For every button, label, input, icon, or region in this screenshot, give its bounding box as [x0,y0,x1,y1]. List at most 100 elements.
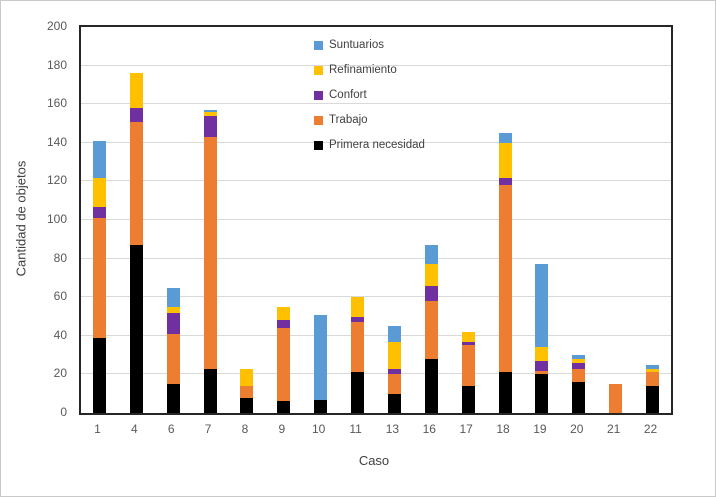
bar-segment-trabajo-caso-9 [277,328,291,402]
bar-segment-primera-necesidad-caso-9 [277,401,291,413]
legend-label: Refinamiento [329,64,397,76]
x-tick-label-13: 13 [385,422,400,436]
bar-segment-confort-caso-16 [424,285,438,302]
bar-segment-trabajo-caso-7 [203,137,217,369]
y-tick-label-200: 200 [46,19,67,33]
bar-slot-caso-17 [450,331,487,413]
bar-segment-trabajo-caso-21 [609,384,623,413]
x-tick-label-21: 21 [607,422,621,436]
x-tick-label-22: 22 [643,422,658,436]
bar-segment-primera-necesidad-caso-6 [166,384,180,413]
bar-segment-trabajo-caso-11 [351,322,365,373]
x-tick-label-17: 17 [459,422,473,436]
bar-segment-confort-caso-20 [572,362,586,369]
bar-segment-trabajo-caso-4 [129,121,143,246]
bar-segment-refinamiento-caso-20 [572,358,586,363]
x-tick-label-7: 7 [204,422,212,436]
y-tick-label-180: 180 [46,57,67,72]
bar-segment-confort-caso-9 [277,320,291,329]
bar-segment-refinamiento-caso-22 [646,368,660,373]
x-axis-title: Caso [358,453,390,468]
bar-segment-confort-caso-6 [166,312,180,334]
bar-slot-caso-16 [413,245,450,413]
legend-swatch-icon [314,115,323,125]
y-tick-label-20: 20 [53,366,67,381]
bar-segment-trabajo-caso-22 [646,372,660,386]
gridline-120 [81,180,671,182]
legend-item-suntuarios: Suntuarios [314,39,425,51]
legend-item-primera-necesidad: Primera necesidad [314,139,425,151]
bar-slot-caso-18 [487,133,524,413]
bar-segment-primera-necesidad-caso-10 [314,399,328,413]
bar-segment-confort-caso-7 [203,115,217,138]
bar-segment-refinamiento-caso-18 [498,142,512,178]
bar-segment-suntuarios-caso-6 [166,287,180,307]
bar-segment-primera-necesidad-caso-4 [129,245,143,413]
bar-segment-trabajo-caso-6 [166,333,180,385]
gridline-180 [81,64,671,66]
bar-segment-confort-caso-19 [535,360,549,371]
bar-slot-caso-9 [265,306,302,413]
x-tick-label-4: 4 [130,422,138,436]
y-axis-tick-labels: 0 20 40 60 80 100 120 140 160 180 200 [29,20,73,418]
gridline-140 [81,141,671,143]
bar-segment-trabajo-caso-13 [387,374,401,394]
stacked-bar-caso-1 [92,140,106,413]
legend-label: Primera necesidad [329,139,425,151]
bar-slot-caso-21 [597,384,634,413]
bar-segment-trabajo-caso-1 [92,218,106,338]
bar-segment-suntuarios-caso-13 [387,326,401,342]
bar-segment-refinamiento-caso-19 [535,347,549,361]
x-tick-label-11: 11 [349,422,362,436]
bar-segment-confort-caso-11 [351,316,365,323]
bar-slot-caso-8 [229,368,266,413]
bar-segment-primera-necesidad-caso-8 [240,397,254,413]
stacked-bar-caso-9 [277,306,291,413]
bar-segment-confort-caso-1 [92,206,106,219]
x-tick-label-8: 8 [241,422,249,436]
stacked-bar-caso-20 [572,355,586,413]
legend-item-confort: Confort [314,89,425,101]
bar-segment-suntuarios-caso-16 [424,245,438,265]
bar-segment-refinamiento-caso-16 [424,264,438,286]
gridline-160 [81,103,671,105]
bar-segment-confort-caso-4 [129,108,143,122]
bar-slot-caso-1 [81,140,118,413]
stacked-bar-caso-21 [609,384,623,413]
bar-segment-suntuarios-caso-10 [314,314,328,400]
gridline-100 [81,219,671,220]
y-tick-label-0: 0 [60,405,67,419]
y-tick-label-80: 80 [53,250,67,265]
bar-segment-primera-necesidad-caso-11 [351,372,365,413]
bar-segment-suntuarios-caso-18 [498,133,512,143]
bar-segment-trabajo-caso-19 [535,370,549,375]
stacked-bar-caso-22 [646,364,660,413]
bar-segment-refinamiento-caso-11 [351,297,365,317]
bar-segment-suntuarios-caso-1 [92,140,106,178]
gridline-20 [81,373,671,375]
gridline-60 [81,296,671,298]
bar-segment-refinamiento-caso-9 [277,306,291,321]
bar-slot-caso-19 [524,264,561,413]
y-tick-label-40: 40 [53,327,67,342]
chart-legend: Suntuarios Refinamiento Confort Trabajo Prim… [314,39,425,164]
bar-segment-suntuarios-caso-20 [572,355,586,359]
x-tick-label-16: 16 [422,422,436,436]
bar-segment-confort-caso-18 [498,177,512,186]
y-tick-label-60: 60 [53,289,67,304]
legend-swatch-icon [314,90,323,100]
x-tick-label-10: 10 [312,422,326,436]
gridline-40 [81,334,671,336]
stacked-bar-caso-6 [166,287,180,413]
legend-item-trabajo: Trabajo [314,114,425,126]
bar-segment-refinamiento-caso-8 [240,368,254,386]
x-axis-tick-labels: 1 4 6 7 8 9 10 11 13 16 17 18 19 20 21 22 [79,422,669,436]
legend-swatch-icon [314,40,323,50]
bar-segment-refinamiento-caso-13 [387,341,401,369]
bar-segment-trabajo-caso-20 [572,368,586,383]
bar-segment-refinamiento-caso-7 [203,111,217,116]
bar-segment-primera-necesidad-caso-18 [498,372,512,413]
bar-segment-trabajo-caso-8 [240,385,254,398]
stacked-bar-caso-17 [461,331,475,413]
bar-segment-primera-necesidad-caso-17 [461,385,475,413]
